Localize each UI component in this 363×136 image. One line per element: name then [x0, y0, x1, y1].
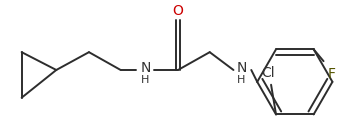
- Text: H: H: [237, 75, 246, 85]
- Text: H: H: [141, 75, 150, 85]
- Text: N: N: [236, 61, 246, 75]
- Text: Cl: Cl: [261, 66, 275, 80]
- Text: N: N: [140, 61, 151, 75]
- Text: O: O: [172, 4, 183, 18]
- Text: F: F: [327, 67, 335, 81]
